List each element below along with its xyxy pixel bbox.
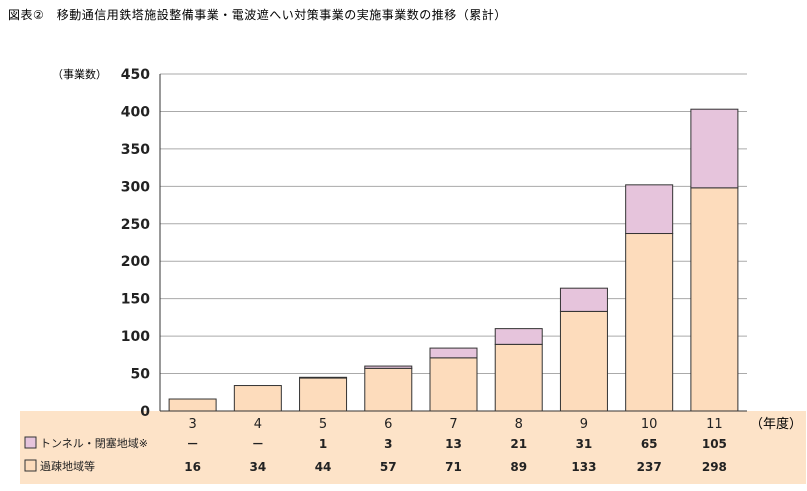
data-table-value: 31: [576, 437, 593, 451]
bar-base: [625, 233, 674, 412]
x-category-label: 4: [254, 417, 262, 432]
bar-top: [690, 108, 739, 189]
data-table-value: 237: [637, 460, 662, 474]
data-table-value: 71: [445, 460, 462, 474]
data-table-value: 44: [315, 460, 332, 474]
x-category-label: 6: [384, 417, 392, 432]
data-table-value: 16: [184, 460, 201, 474]
x-category-label: 8: [515, 417, 523, 432]
y-tick-label: 300: [121, 179, 150, 195]
bar-base: [168, 398, 217, 412]
y-tick-label: 400: [121, 104, 150, 120]
y-tick-label: 100: [121, 329, 150, 345]
x-category-label: 3: [188, 417, 196, 432]
bar-top: [625, 184, 674, 235]
data-table-value: 133: [571, 460, 596, 474]
data-table-value: 57: [380, 460, 397, 474]
bar-base: [233, 385, 282, 412]
data-table-value: 65: [641, 437, 658, 451]
bar-base: [494, 343, 543, 412]
x-axis-categories: 3 4 5 6 7 8 9 10 11: [188, 417, 722, 432]
data-table-value: 105: [702, 437, 727, 451]
bars: [168, 108, 739, 412]
x-category-label: 9: [580, 417, 588, 432]
x-category-label: 5: [319, 417, 327, 432]
data-table-value: 298: [702, 460, 727, 474]
x-category-label: 10: [641, 417, 658, 432]
data-table-value: 13: [445, 437, 462, 451]
y-tick-label: 200: [121, 254, 150, 270]
data-table-background: [20, 411, 806, 484]
bar-top: [299, 376, 348, 379]
legend-label: 過疎地域等: [40, 459, 95, 473]
bar-base: [429, 357, 478, 412]
bar-top: [364, 365, 413, 369]
x-axis-unit-label: （年度）: [750, 416, 802, 432]
y-tick-label: 50: [131, 367, 151, 383]
data-table-value: 89: [510, 460, 527, 474]
data-table-value: 21: [510, 437, 527, 451]
y-tick-label: 250: [121, 217, 150, 233]
legend-label: トンネル・閉塞地域※: [40, 436, 148, 450]
y-axis-ticks: 0 50 100 150 200 250 300 350 400 450: [121, 67, 150, 420]
x-category-label: 7: [449, 417, 457, 432]
data-table-value: 34: [249, 460, 266, 474]
data-table-value: －: [252, 437, 264, 451]
y-tick-label: 0: [140, 404, 150, 420]
y-tick-label: 150: [121, 292, 150, 308]
data-table-value: 1: [319, 437, 327, 451]
figure-title: 図表② 移動通信用鉄塔施設整備事業・電波遮へい対策事業の実施事業数の推移（累計）: [8, 7, 507, 22]
bar-top: [494, 328, 543, 345]
bar-base: [364, 367, 413, 412]
bar-base: [690, 187, 739, 412]
bar-base: [559, 310, 608, 412]
bar-base: [299, 377, 348, 412]
x-category-label: 11: [706, 417, 723, 432]
y-axis-unit-label: （事業数）: [52, 68, 107, 81]
bar-top: [429, 347, 478, 359]
bar-top: [559, 287, 608, 312]
y-tick-label: 450: [121, 67, 150, 83]
data-table-value: 3: [384, 437, 392, 451]
legend-swatch: [24, 436, 37, 449]
legend-swatch: [24, 459, 37, 472]
data-table-value: －: [187, 437, 199, 451]
y-tick-label: 350: [121, 142, 150, 158]
